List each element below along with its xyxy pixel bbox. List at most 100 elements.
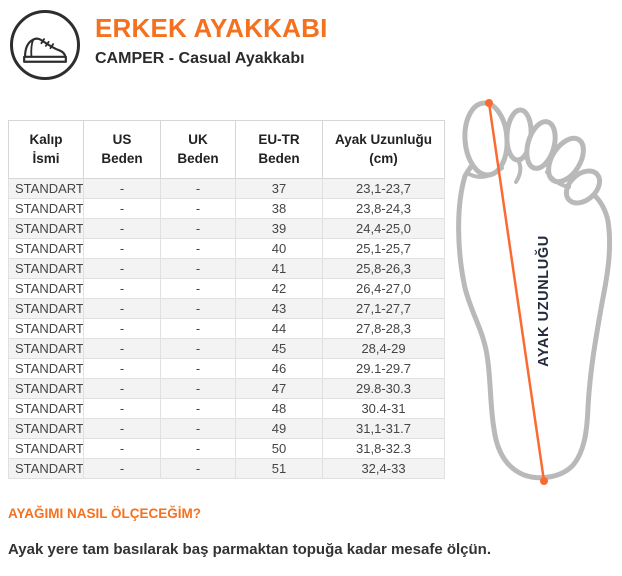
cell-uk-beden: - (160, 258, 236, 279)
cell-eu-tr-beden: 40 (235, 238, 323, 259)
header: ERKEK AYAKKABI CAMPER - Casual Ayakkabı (10, 10, 622, 90)
cell-eu-tr-beden: 51 (235, 458, 323, 479)
cell-ayak-uzunlugu: 30.4-31 (322, 398, 445, 419)
cell-ayak-uzunlugu: 25,8-26,3 (322, 258, 445, 279)
col-header-line: Ayak Uzunluğu (334, 132, 432, 148)
col-header-kalip-ismi: Kalıp İsmi (8, 120, 84, 179)
col-header-line: Beden (258, 150, 300, 166)
col-header-uk-beden: UK Beden (160, 120, 236, 179)
foot-crease (514, 158, 523, 184)
foot-diagram: AYAK UZUNLUĞU (445, 88, 622, 490)
cell-eu-tr-beden: 43 (235, 298, 323, 319)
cell-eu-tr-beden: 39 (235, 218, 323, 239)
cell-us-beden: - (83, 258, 161, 279)
cell-kalip-ismi: STANDART (8, 398, 84, 419)
cell-us-beden: - (83, 458, 161, 479)
cell-kalip-ismi: STANDART (8, 458, 84, 479)
size-table-header: Kalıp İsmi US Beden UK Beden EU-TR Beden… (8, 120, 445, 179)
how-to-measure-heading: AYAĞIMI NASIL ÖLÇECEĞİM? (8, 506, 202, 521)
cell-us-beden: - (83, 178, 161, 199)
cell-uk-beden: - (160, 338, 236, 359)
col-header-line: Beden (177, 150, 219, 166)
cell-ayak-uzunlugu: 29.1-29.7 (322, 358, 445, 379)
cell-ayak-uzunlugu: 29.8-30.3 (322, 378, 445, 399)
col-header-ayak-uzunlugu: Ayak Uzunluğu (cm) (322, 120, 445, 179)
cell-uk-beden: - (160, 418, 236, 439)
table-row: STANDART - -44 27,8-28,3 (8, 318, 445, 339)
cell-us-beden: - (83, 438, 161, 459)
table-row: STANDART - -40 25,1-25,7 (8, 238, 445, 259)
cell-us-beden: - (83, 398, 161, 419)
cell-uk-beden: - (160, 438, 236, 459)
table-row: STANDART - -43 27,1-27,7 (8, 298, 445, 319)
cell-kalip-ismi: STANDART (8, 418, 84, 439)
cell-eu-tr-beden: 38 (235, 198, 323, 219)
col-header-line: UK (188, 132, 208, 148)
measure-line (487, 102, 546, 482)
cell-eu-tr-beden: 45 (235, 338, 323, 359)
cell-uk-beden: - (160, 198, 236, 219)
cell-ayak-uzunlugu: 24,4-25,0 (322, 218, 445, 239)
cell-us-beden: - (83, 198, 161, 219)
cell-kalip-ismi: STANDART (8, 358, 84, 379)
cell-kalip-ismi: STANDART (8, 278, 84, 299)
cell-us-beden: - (83, 218, 161, 239)
cell-ayak-uzunlugu: 28,4-29 (322, 338, 445, 359)
cell-kalip-ismi: STANDART (8, 378, 84, 399)
page-subtitle: CAMPER - Casual Ayakkabı (95, 49, 305, 67)
table-row: STANDART - -51 32,4-33 (8, 458, 445, 479)
col-header-us-beden: US Beden (83, 120, 161, 179)
cell-uk-beden: - (160, 398, 236, 419)
cell-uk-beden: - (160, 238, 236, 259)
cell-kalip-ismi: STANDART (8, 338, 84, 359)
col-header-line: İsmi (32, 150, 60, 166)
cell-eu-tr-beden: 41 (235, 258, 323, 279)
cell-us-beden: - (83, 418, 161, 439)
measure-line-bottom-dot (540, 477, 548, 485)
cell-ayak-uzunlugu: 26,4-27,0 (322, 278, 445, 299)
size-table-body: STANDART - -37 23,1-23,7 STANDART - -38 23,8-24… (8, 178, 445, 479)
cell-ayak-uzunlugu: 31,1-31.7 (322, 418, 445, 439)
table-row: STANDART - -49 31,1-31.7 (8, 418, 445, 439)
cell-kalip-ismi: STANDART (8, 178, 84, 199)
cell-eu-tr-beden: 48 (235, 398, 323, 419)
foot-crease (545, 170, 571, 189)
table-row: STANDART - -39 24,4-25,0 (8, 218, 445, 239)
table-row: STANDART - -38 23,8-24,3 (8, 198, 445, 219)
table-row: STANDART - -45 28,4-29 (8, 338, 445, 359)
pinky-toe (563, 168, 603, 206)
cell-eu-tr-beden: 42 (235, 278, 323, 299)
cell-uk-beden: - (160, 318, 236, 339)
cell-kalip-ismi: STANDART (8, 318, 84, 339)
cell-uk-beden: - (160, 178, 236, 199)
cell-kalip-ismi: STANDART (8, 298, 84, 319)
how-to-measure-text: Ayak yere tam basılarak baş parmaktan to… (8, 541, 491, 558)
cell-ayak-uzunlugu: 31,8-32.3 (322, 438, 445, 459)
cell-us-beden: - (83, 278, 161, 299)
cell-uk-beden: - (160, 458, 236, 479)
cell-ayak-uzunlugu: 32,4-33 (322, 458, 445, 479)
cell-ayak-uzunlugu: 27,8-28,3 (322, 318, 445, 339)
third-toe (524, 119, 558, 171)
cell-us-beden: - (83, 378, 161, 399)
cell-uk-beden: - (160, 218, 236, 239)
cell-kalip-ismi: STANDART (8, 198, 84, 219)
cell-eu-tr-beden: 50 (235, 438, 323, 459)
col-header-line: Beden (101, 150, 143, 166)
cell-ayak-uzunlugu: 25,1-25,7 (322, 238, 445, 259)
cell-us-beden: - (83, 358, 161, 379)
measure-line-top-dot (485, 99, 493, 107)
foot-length-label: AYAK UZUNLUĞU (534, 235, 552, 367)
cell-kalip-ismi: STANDART (8, 438, 84, 459)
table-row: STANDART - -50 31,8-32.3 (8, 438, 445, 459)
col-header-line: EU-TR (258, 132, 300, 148)
cell-eu-tr-beden: 44 (235, 318, 323, 339)
col-header-line: (cm) (369, 150, 398, 166)
title-block: ERKEK AYAKKABI CAMPER - Casual Ayakkabı (95, 14, 328, 68)
cell-us-beden: - (83, 318, 161, 339)
table-row: STANDART - -41 25,8-26,3 (8, 258, 445, 279)
col-header-eu-tr-beden: EU-TR Beden (235, 120, 323, 179)
cell-kalip-ismi: STANDART (8, 218, 84, 239)
cell-eu-tr-beden: 49 (235, 418, 323, 439)
cell-kalip-ismi: STANDART (8, 258, 84, 279)
